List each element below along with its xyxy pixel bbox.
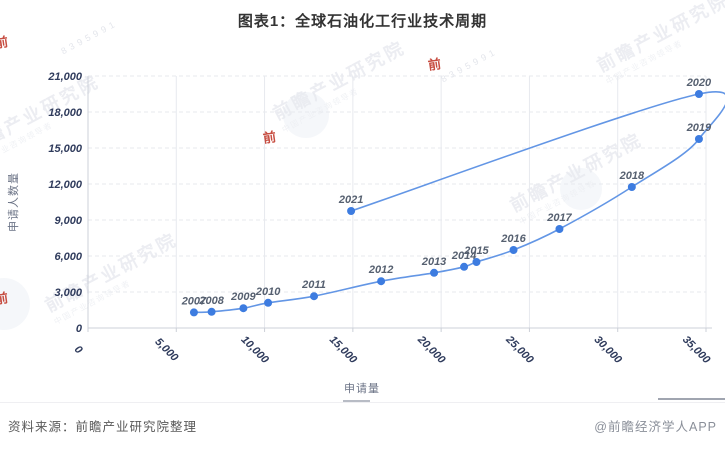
year-label-2008: 2008 [198, 295, 224, 307]
year-label-2011: 2011 [301, 279, 326, 291]
y-tick-label: 9,000 [54, 215, 82, 227]
year-label-2009: 2009 [230, 291, 256, 303]
watermark-circle [283, 92, 329, 138]
y-tick-label: 12,000 [48, 179, 83, 191]
year-label-2013: 2013 [421, 256, 446, 268]
x-axis-title: 申请量 [344, 382, 380, 395]
data-point-2011[interactable] [310, 292, 319, 301]
year-label-2012: 2012 [368, 264, 393, 276]
x-tick-label: 35,000 [680, 334, 713, 367]
data-point-2019[interactable] [694, 135, 703, 143]
x-tick-label: 5,000 [152, 336, 181, 365]
y-tick-label: 3,000 [54, 287, 82, 299]
divider [0, 402, 725, 403]
data-point-2016[interactable] [509, 246, 518, 254]
data-point-2018[interactable] [627, 183, 636, 191]
data-point-2009[interactable] [239, 304, 248, 313]
divider-segment [343, 400, 370, 402]
x-tick-label: 30,000 [592, 334, 625, 367]
data-point-2008[interactable] [207, 307, 216, 316]
x-tick-label: 0 [72, 343, 85, 356]
watermark-seal-icon: 前 [427, 56, 442, 73]
year-label-2010: 2010 [255, 286, 281, 298]
watermark-circle [560, 168, 602, 210]
y-tick-label: 18,000 [48, 107, 83, 119]
year-label-2020: 2020 [686, 77, 712, 89]
year-label-2016: 2016 [500, 233, 526, 245]
data-point-2012[interactable] [377, 277, 386, 286]
source-note: 资料来源：前瞻产业研究院整理 [8, 420, 198, 434]
chart-canvas: 0 5,000 10,000 15,000 20,000 25,000 30,000 35,0… [7, 71, 725, 395]
y-axis-title: 申请人数量 [7, 172, 20, 232]
y-tick-label: 15,000 [48, 143, 83, 155]
page-title: 图表1：全球石油化工行业技术周期 [237, 13, 488, 30]
data-point-2020[interactable] [694, 90, 703, 98]
data-point-2014[interactable] [460, 262, 469, 271]
x-tick-label: 10,000 [239, 334, 272, 367]
watermark-seal-icon: 前 [262, 129, 277, 146]
year-label-2014: 2014 [451, 250, 476, 262]
year-label-2018: 2018 [619, 170, 645, 182]
x-tick-label: 25,000 [503, 333, 537, 367]
data-point-2007[interactable] [189, 308, 198, 317]
year-label-2021: 2021 [338, 194, 363, 206]
data-point-2010[interactable] [264, 298, 273, 307]
y-tick-label: 21,000 [47, 71, 83, 83]
x-tick-label: 20,000 [414, 333, 448, 367]
footer: 资料来源：前瞻产业研究院整理 @前瞻经济学人APP [8, 416, 717, 435]
y-tick-label: 0 [76, 323, 83, 335]
year-label-2015: 2015 [463, 245, 489, 257]
data-point-2021[interactable] [347, 207, 356, 215]
data-point-2017[interactable] [555, 225, 564, 233]
series-line [193, 91, 725, 314]
x-tick-label: 15,000 [327, 334, 360, 367]
year-label-2017: 2017 [546, 212, 572, 224]
y-tick-label: 6,000 [54, 251, 82, 263]
data-point-2015[interactable] [472, 258, 481, 266]
brand-note: @前瞻经济学人APP [594, 420, 717, 434]
year-label-2007: 2007 [181, 295, 207, 307]
year-label-2019: 2019 [686, 122, 712, 134]
divider-segment [658, 398, 725, 400]
data-point-2013[interactable] [430, 268, 439, 277]
